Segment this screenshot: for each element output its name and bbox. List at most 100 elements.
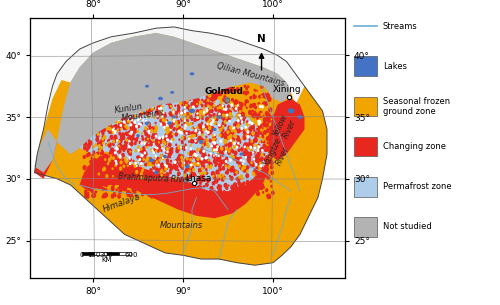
Circle shape	[243, 151, 246, 155]
Circle shape	[204, 111, 205, 113]
Circle shape	[129, 140, 130, 142]
Circle shape	[192, 135, 194, 137]
Circle shape	[210, 131, 212, 134]
Circle shape	[85, 184, 87, 187]
Circle shape	[145, 90, 146, 91]
Circle shape	[85, 194, 87, 197]
Circle shape	[187, 90, 190, 94]
Circle shape	[108, 139, 110, 141]
Circle shape	[102, 132, 104, 135]
Circle shape	[106, 86, 110, 89]
Circle shape	[193, 97, 196, 100]
Circle shape	[234, 134, 236, 136]
Circle shape	[164, 114, 166, 117]
Circle shape	[222, 174, 224, 176]
Circle shape	[162, 165, 164, 169]
Circle shape	[200, 196, 202, 197]
Ellipse shape	[213, 128, 216, 130]
Circle shape	[204, 161, 206, 163]
Circle shape	[130, 100, 131, 101]
Circle shape	[195, 130, 196, 132]
Circle shape	[140, 172, 142, 175]
Circle shape	[184, 120, 186, 121]
Circle shape	[152, 106, 154, 107]
Circle shape	[184, 170, 186, 172]
Circle shape	[177, 120, 180, 124]
Circle shape	[182, 136, 184, 139]
Circle shape	[209, 95, 210, 97]
Circle shape	[144, 142, 146, 144]
Circle shape	[198, 137, 202, 141]
Circle shape	[154, 185, 156, 188]
Circle shape	[84, 181, 86, 183]
Circle shape	[96, 154, 97, 156]
Circle shape	[205, 124, 208, 127]
Circle shape	[100, 145, 102, 147]
Circle shape	[206, 131, 207, 132]
Circle shape	[103, 90, 104, 92]
Circle shape	[192, 166, 194, 169]
Circle shape	[230, 140, 232, 141]
Circle shape	[208, 131, 210, 134]
Circle shape	[148, 162, 150, 165]
Circle shape	[106, 179, 107, 181]
Circle shape	[150, 115, 151, 117]
Circle shape	[166, 93, 168, 95]
Circle shape	[178, 128, 181, 131]
Circle shape	[86, 92, 87, 94]
Circle shape	[212, 97, 215, 101]
Circle shape	[180, 147, 182, 148]
Circle shape	[123, 165, 124, 167]
Circle shape	[186, 194, 188, 198]
Circle shape	[256, 128, 258, 130]
Circle shape	[186, 168, 188, 171]
Circle shape	[238, 126, 240, 127]
Circle shape	[254, 169, 257, 173]
Circle shape	[84, 95, 86, 99]
Circle shape	[173, 111, 174, 113]
Circle shape	[214, 144, 216, 148]
Circle shape	[204, 160, 205, 161]
Circle shape	[84, 124, 86, 126]
Circle shape	[175, 112, 178, 115]
Circle shape	[227, 130, 230, 133]
Circle shape	[224, 141, 226, 144]
Polygon shape	[34, 33, 327, 265]
Circle shape	[229, 117, 230, 119]
Circle shape	[142, 158, 144, 162]
Circle shape	[132, 92, 134, 95]
Circle shape	[89, 182, 90, 183]
Circle shape	[92, 117, 94, 120]
Circle shape	[124, 113, 126, 117]
Circle shape	[194, 118, 196, 121]
Circle shape	[197, 148, 199, 151]
Circle shape	[108, 92, 110, 94]
Circle shape	[112, 129, 114, 131]
Circle shape	[165, 167, 167, 169]
Circle shape	[139, 187, 140, 189]
Circle shape	[157, 191, 160, 195]
Circle shape	[210, 189, 213, 193]
Circle shape	[124, 116, 126, 119]
Circle shape	[149, 132, 150, 134]
Circle shape	[212, 191, 213, 192]
Circle shape	[188, 112, 190, 115]
Circle shape	[158, 95, 160, 99]
Circle shape	[188, 159, 191, 162]
Circle shape	[148, 122, 150, 126]
Circle shape	[200, 102, 202, 104]
Circle shape	[193, 111, 194, 113]
Circle shape	[98, 100, 100, 104]
Circle shape	[244, 165, 245, 167]
Circle shape	[222, 146, 224, 149]
Circle shape	[167, 139, 168, 141]
Circle shape	[202, 144, 203, 145]
Circle shape	[130, 109, 132, 111]
Circle shape	[102, 90, 104, 93]
Circle shape	[151, 142, 154, 146]
Circle shape	[254, 172, 255, 173]
Circle shape	[258, 120, 260, 122]
Circle shape	[218, 191, 220, 194]
Circle shape	[120, 129, 121, 130]
Circle shape	[198, 137, 200, 139]
